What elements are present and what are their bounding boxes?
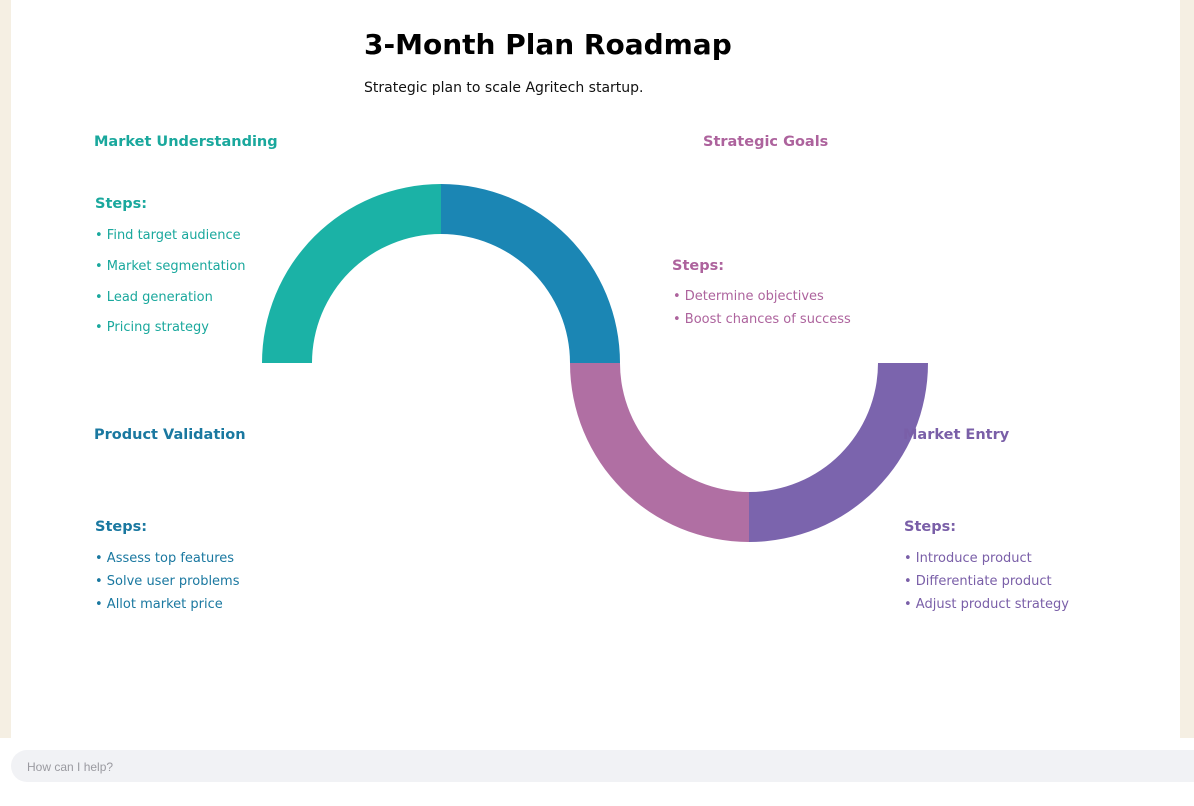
- strategic-goals-title: Strategic Goals: [703, 134, 829, 150]
- market-understanding-step: • Lead generation: [95, 290, 213, 305]
- roadmap-arcs: [262, 184, 928, 542]
- market-understanding-step: • Pricing strategy: [95, 320, 209, 335]
- left-margin: [0, 0, 11, 738]
- market-understanding-title: Market Understanding: [94, 134, 278, 150]
- product-validation-step: • Allot market price: [95, 597, 223, 612]
- product-validation-title: Product Validation: [94, 427, 246, 443]
- market-entry-steps-label: Steps:: [904, 519, 957, 535]
- market-understanding-steps-label: Steps:: [95, 196, 148, 212]
- arc-segment-market-entry: [749, 363, 928, 542]
- market-entry-title: Market Entry: [903, 427, 1010, 443]
- strategic-goals-step: • Determine objectives: [673, 289, 824, 304]
- product-validation-step: • Solve user problems: [95, 574, 240, 589]
- market-understanding-step: • Market segmentation: [95, 259, 246, 274]
- product-validation-step: • Assess top features: [95, 551, 235, 566]
- strategic-goals-step: • Boost chances of success: [673, 312, 851, 327]
- chat-bar: [11, 750, 1194, 784]
- market-entry-step: • Differentiate product: [904, 574, 1052, 589]
- arc-segment-strategic-goals: [570, 363, 749, 542]
- right-margin: [1180, 0, 1194, 738]
- strategic-goals-steps-label: Steps:: [672, 258, 725, 274]
- product-validation-steps-label: Steps:: [95, 519, 148, 535]
- market-entry-step: • Introduce product: [904, 551, 1032, 566]
- arc-segment-market-understanding: [262, 184, 441, 363]
- arc-segment-product-validation: [441, 184, 620, 363]
- market-entry-step: • Adjust product strategy: [904, 597, 1069, 612]
- market-understanding-step: • Find target audience: [95, 228, 241, 243]
- page-subtitle: Strategic plan to scale Agritech startup…: [364, 80, 644, 96]
- chat-input[interactable]: [25, 750, 1189, 784]
- page-title: 3-Month Plan Roadmap: [364, 28, 732, 61]
